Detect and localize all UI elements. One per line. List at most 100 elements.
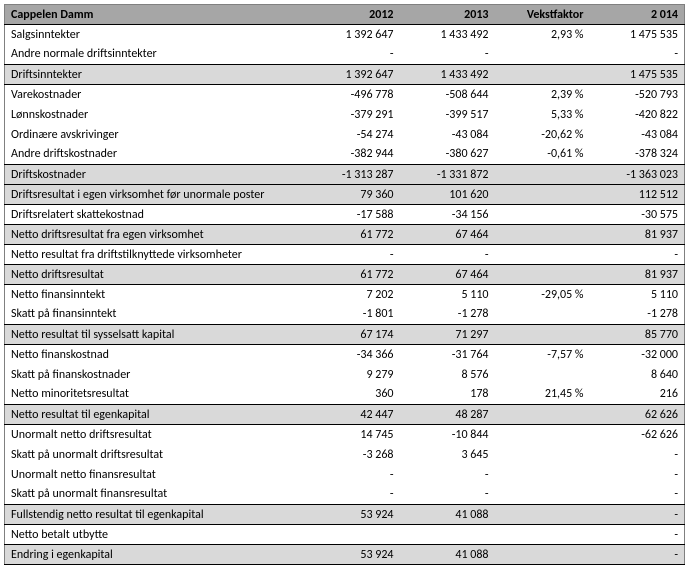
row-label: Netto resultat til sysselsatt kapital [5,325,305,345]
table-row: Netto finanskostnad-34 366-31 764-7,57 %… [5,345,685,365]
row-2014: 1 475 535 [590,65,685,85]
table-row: Lønnskostnader-379 291-399 5175,33 %-420… [5,105,685,125]
row-2014: - [590,45,685,65]
header-growth: Vekstfaktor [495,5,590,25]
row-2012: 1 392 647 [305,25,400,45]
row-2013: - [400,45,495,65]
row-label: Endring i egenkapital [5,545,305,565]
row-label: Skatt på finansinntekt [5,305,305,325]
row-2014: -378 324 [590,145,685,165]
row-2012: 61 772 [305,265,400,285]
table-row: Salgsinntekter1 392 6471 433 4922,93 %1 … [5,25,685,45]
row-label: Netto finansinntekt [5,285,305,305]
row-growth: -29,05 % [495,285,590,305]
row-2013: 71 297 [400,325,495,345]
row-growth [495,525,590,545]
row-label: Varekostnader [5,85,305,105]
table-row: Endring i egenkapital53 92441 088- [5,545,685,565]
row-2012: 53 924 [305,505,400,525]
row-2014: 62 626 [590,405,685,425]
row-label: Driftsrelatert skattekostnad [5,205,305,225]
row-growth: 2,93 % [495,25,590,45]
row-growth [495,425,590,445]
row-2013: -34 156 [400,205,495,225]
table-row: Netto resultat fra driftstilknyttede vir… [5,245,685,265]
row-2014: - [590,245,685,265]
row-2013: 1 433 492 [400,25,495,45]
row-growth [495,265,590,285]
table-header-row: Cappelen Damm20122013Vekstfaktor2 014 [5,5,685,25]
row-label: Netto finanskostnad [5,345,305,365]
table-row: Driftsrelatert skattekostnad-17 588-34 1… [5,205,685,225]
row-2012: -3 268 [305,445,400,465]
row-2013: -10 844 [400,425,495,445]
row-2013: 67 464 [400,225,495,245]
row-2014: 81 937 [590,265,685,285]
row-label: Netto betalt utbytte [5,525,305,545]
row-label: Driftsinntekter [5,65,305,85]
row-2013: 178 [400,385,495,405]
row-2013: -508 644 [400,85,495,105]
row-label: Salgsinntekter [5,25,305,45]
row-2012: -34 366 [305,345,400,365]
row-2012: 7 202 [305,285,400,305]
row-2013: -31 764 [400,345,495,365]
row-growth: -20,62 % [495,125,590,145]
row-2012: -1 801 [305,305,400,325]
row-2013: - [400,465,495,485]
row-growth [495,405,590,425]
row-2013: 41 088 [400,545,495,565]
table-row: Netto resultat til sysselsatt kapital67 … [5,325,685,345]
row-2012: -17 588 [305,205,400,225]
row-growth [495,185,590,205]
row-label: Fullstendig netto resultat til egenkapit… [5,505,305,525]
financial-table: Cappelen Damm20122013Vekstfaktor2 014Sal… [4,4,685,565]
table-row: Varekostnader-496 778-508 6442,39 %-520 … [5,85,685,105]
row-2014: 1 475 535 [590,25,685,45]
table-row: Netto resultat til egenkapital42 44748 2… [5,405,685,425]
row-label: Driftskostnader [5,165,305,185]
table-row: Skatt på unormalt driftsresultat-3 2683 … [5,445,685,465]
row-2012: 79 360 [305,185,400,205]
row-2013 [400,525,495,545]
row-growth [495,205,590,225]
table-row: Netto driftsresultat fra egen virksomhet… [5,225,685,245]
table-row: Skatt på finansinntekt-1 801-1 278-1 278 [5,305,685,325]
row-2013: 3 645 [400,445,495,465]
row-2013: 5 110 [400,285,495,305]
table-row: Netto finansinntekt7 2025 110-29,05 %5 1… [5,285,685,305]
row-2014: -43 084 [590,125,685,145]
header-2013: 2013 [400,5,495,25]
row-growth: 5,33 % [495,105,590,125]
row-2012: - [305,465,400,485]
row-label: Ordinære avskrivinger [5,125,305,145]
table-row: Andre driftskostnader-382 944-380 627-0,… [5,145,685,165]
row-2012: 61 772 [305,225,400,245]
row-growth [495,465,590,485]
table-row: Andre normale driftsinntekter--- [5,45,685,65]
row-2012: 67 174 [305,325,400,345]
row-label: Andre driftskostnader [5,145,305,165]
row-2013: 101 620 [400,185,495,205]
row-2013: - [400,485,495,505]
row-label: Driftsresultat i egen virksomhet før uno… [5,185,305,205]
row-2013: 41 088 [400,505,495,525]
row-2014: - [590,485,685,505]
row-label: Skatt på unormalt driftsresultat [5,445,305,465]
row-2012: -54 274 [305,125,400,145]
row-2014: 81 937 [590,225,685,245]
row-growth: 2,39 % [495,85,590,105]
row-2013: -399 517 [400,105,495,125]
table-row: Netto betalt utbytte- [5,525,685,545]
row-growth [495,545,590,565]
row-2012: -496 778 [305,85,400,105]
row-growth [495,65,590,85]
row-2013: - [400,245,495,265]
table-row: Ordinære avskrivinger-54 274 -43 084-20,6… [5,125,685,145]
row-2012: - [305,245,400,265]
row-label: Netto driftsresultat [5,265,305,285]
row-2012: 53 924 [305,545,400,565]
row-growth [495,445,590,465]
row-growth [495,305,590,325]
row-2012: - [305,485,400,505]
